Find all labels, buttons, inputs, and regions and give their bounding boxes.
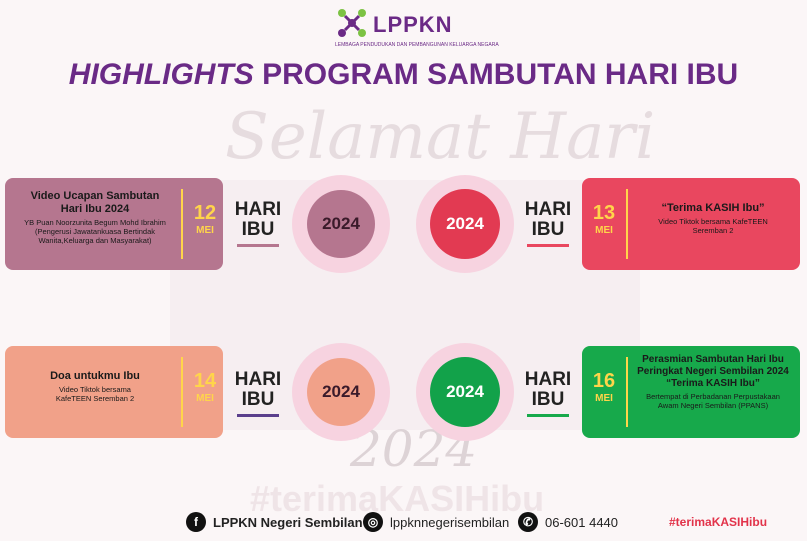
hashtag-text: #terimaKASIHibu <box>669 515 768 529</box>
event-title: Perasmian Sambutan Hari Ibu Peringkat Ne… <box>637 354 789 389</box>
event-details: “Terima KASIH Ibu” Video Tiktok bersama … <box>630 178 796 270</box>
hari-text: HARI <box>234 199 282 220</box>
event-date: 13 MEI <box>582 189 628 259</box>
event-day: 13 <box>592 202 616 224</box>
event-month: MEI <box>595 225 613 236</box>
event-card-16-mei: 16 MEI Perasmian Sambutan Hari Ibu Perin… <box>582 346 800 438</box>
event-day: 16 <box>592 370 616 392</box>
hari-ibu-label: HARI IBU <box>518 370 578 417</box>
facebook-icon: f <box>186 512 206 532</box>
background-monogram <box>170 180 640 430</box>
title-highlight: HIGHLIGHTS <box>68 58 254 91</box>
ibu-text: IBU <box>241 219 275 240</box>
year-text: 2024 <box>446 382 484 401</box>
event-title: Video Ucapan Sambutan Hari Ibu 2024 <box>30 190 160 215</box>
label-underline <box>237 244 279 247</box>
event-month: MEI <box>196 225 214 236</box>
event-day: 12 <box>193 202 217 224</box>
hari-text: HARI <box>524 369 572 390</box>
hari-text: HARI <box>524 199 572 220</box>
footer-facebook[interactable]: f LPPKN Negeri Sembilan <box>186 508 363 536</box>
page-title: HIGHLIGHTS PROGRAM SAMBUTAN HARI IBU <box>0 58 807 92</box>
event-description: Video Tiktok bersama KafeTEEN Seremban 2 <box>658 217 768 235</box>
footer-hashtag: #terimaKASIHibu <box>669 508 767 536</box>
event-date: 12 MEI <box>181 189 227 259</box>
title-rest: PROGRAM SAMBUTAN HARI IBU <box>262 58 739 91</box>
phone-icon: ✆ <box>518 512 538 532</box>
ibu-text: IBU <box>531 219 565 240</box>
hari-ibu-label: HARI IBU <box>228 200 288 247</box>
hari-ibu-label: HARI IBU <box>518 200 578 247</box>
event-details: Doa untukmu Ibu Video Tiktok bersama Kaf… <box>5 346 185 438</box>
event-date: 16 MEI <box>582 357 628 427</box>
event-details: Perasmian Sambutan Hari Ibu Peringkat Ne… <box>626 346 800 438</box>
event-card-14-mei: Doa untukmu Ibu Video Tiktok bersama Kaf… <box>5 346 223 438</box>
event-description: YB Puan Noorzunita Begum Mohd Ibrahim (P… <box>24 218 166 245</box>
ibu-text: IBU <box>531 389 565 410</box>
label-underline <box>527 414 569 417</box>
event-day: 14 <box>193 370 217 392</box>
event-card-12-mei: Video Ucapan Sambutan Hari Ibu 2024 YB P… <box>5 178 223 270</box>
background-greeting: Selamat Hari <box>225 100 656 174</box>
year-circle: 2024 <box>292 343 390 441</box>
event-date: 14 MEI <box>181 357 227 427</box>
label-underline <box>527 244 569 247</box>
year-circle: 2024 <box>416 343 514 441</box>
event-card-13-mei: 13 MEI “Terima KASIH Ibu” Video Tiktok b… <box>582 178 800 270</box>
instagram-handle: lppknnegerisembilan <box>390 514 510 530</box>
hari-ibu-label: HARI IBU <box>228 370 288 417</box>
facebook-handle: LPPKN Negeri Sembilan <box>213 514 363 530</box>
year-text: 2024 <box>322 214 360 233</box>
brand-subtitle: LEMBAGA PENDUDUKAN DAN PEMBANGUNAN KELUA… <box>335 42 499 48</box>
year-text: 2024 <box>322 382 360 401</box>
background-hashtag: #terimaKASIHibu <box>250 478 545 519</box>
year-circle: 2024 <box>416 175 514 273</box>
instagram-icon: ◎ <box>363 512 383 532</box>
ibu-text: IBU <box>241 389 275 410</box>
brand-name: LPPKN <box>373 12 453 37</box>
event-month: MEI <box>595 393 613 404</box>
event-month: MEI <box>196 393 214 404</box>
year-text: 2024 <box>446 214 484 233</box>
event-title: “Terima KASIH Ibu” <box>661 202 765 214</box>
hari-text: HARI <box>234 369 282 390</box>
event-title: Doa untukmu Ibu <box>50 370 140 382</box>
event-details: Video Ucapan Sambutan Hari Ibu 2024 YB P… <box>5 178 185 270</box>
label-underline <box>237 414 279 417</box>
event-description: Video Tiktok bersama KafeTEEN Seremban 2 <box>55 385 135 403</box>
phone-number: 06-601 4440 <box>545 514 619 530</box>
logo-mark-icon <box>338 9 366 37</box>
lppkn-logo: LPPKN LEMBAGA PENDUDUKAN DAN PEMBANGUNAN… <box>335 6 499 50</box>
footer-instagram[interactable]: ◎ lppknnegerisembilan <box>363 508 509 536</box>
footer-phone[interactable]: ✆ 06-601 4440 <box>518 508 618 536</box>
event-description: Bertempat di Perbadanan Perpustakaan Awa… <box>646 392 780 410</box>
year-circle: 2024 <box>292 175 390 273</box>
